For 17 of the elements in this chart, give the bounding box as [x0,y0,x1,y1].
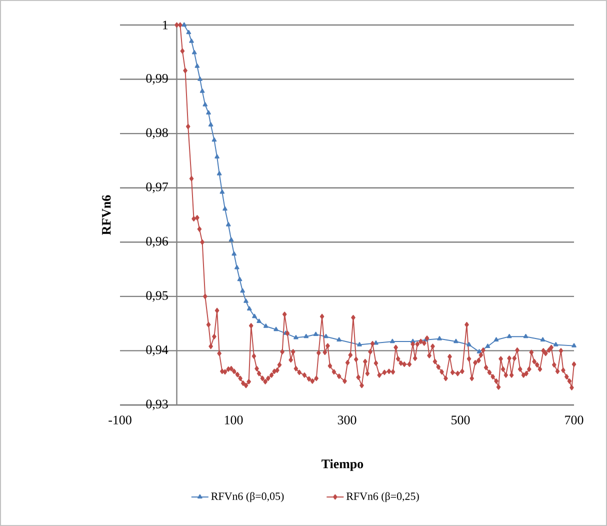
legend-label: RFVn6 (β=0,05) [211,492,284,502]
y-tick-label: 0,98 [146,128,168,139]
y-tick-label: 0,95 [146,291,168,302]
x-tick-label: 500 [452,416,470,424]
x-tick-label: 300 [338,416,356,424]
legend-label: RFVn6 (β=0,25) [346,492,419,502]
y-axis-title: RFVn6 [102,195,111,235]
y-tick-label: 0,97 [146,182,168,194]
y-tick-label: 0,94 [146,345,168,356]
y-tick-label: 0,99 [146,74,168,85]
y-tick-label: 0,93 [146,400,168,410]
x-tick-label: -100 [108,416,132,424]
x-tick-label: 700 [565,416,584,424]
x-axis-title: Tiempo [322,459,364,471]
y-tick-label: 1 [163,20,168,30]
y-tick-label: 0,96 [146,236,168,248]
x-tick-label: 100 [224,416,243,424]
